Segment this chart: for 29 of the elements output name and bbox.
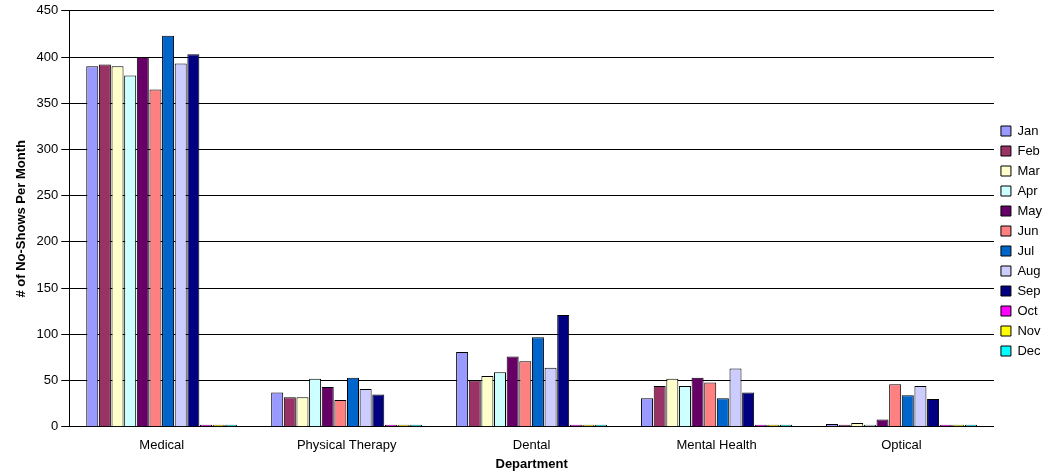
legend-label: Dec	[1017, 342, 1042, 358]
legend-label: Jun	[1017, 222, 1039, 238]
y-tick-label: 250	[36, 187, 59, 203]
y-tick-label: 50	[43, 372, 59, 388]
x-tick-label: Optical	[881, 437, 922, 453]
y-tick-label: 450	[36, 2, 59, 18]
legend-label: Apr	[1017, 182, 1039, 198]
x-tick-label: Mental Health	[676, 437, 757, 453]
legend-label: Sep	[1017, 282, 1041, 298]
legend-label: May	[1017, 202, 1043, 218]
legend-label: Oct	[1017, 302, 1039, 318]
y-tick-label: 0	[51, 418, 59, 434]
y-tick-label: 300	[36, 141, 59, 157]
x-tick-label: Medical	[139, 437, 185, 453]
legend-label: Feb	[1017, 142, 1040, 158]
y-tick-label: 200	[36, 233, 59, 249]
legend-label: Mar	[1017, 162, 1041, 178]
x-tick-label: Dental	[512, 437, 551, 453]
y-tick-label: 150	[36, 279, 59, 295]
y-axis-title: # of No-Shows Per Month	[13, 140, 29, 298]
y-tick-label: 400	[36, 48, 59, 64]
legend-label: Aug	[1017, 262, 1041, 278]
legend-label: Jan	[1017, 122, 1039, 138]
x-axis-title: Department	[495, 455, 569, 471]
y-tick-label: 350	[36, 94, 59, 110]
x-tick-label: Physical Therapy	[296, 437, 397, 453]
legend-label: Jul	[1017, 242, 1035, 258]
legend-label: Nov	[1017, 322, 1042, 338]
y-tick-label: 100	[36, 325, 59, 341]
